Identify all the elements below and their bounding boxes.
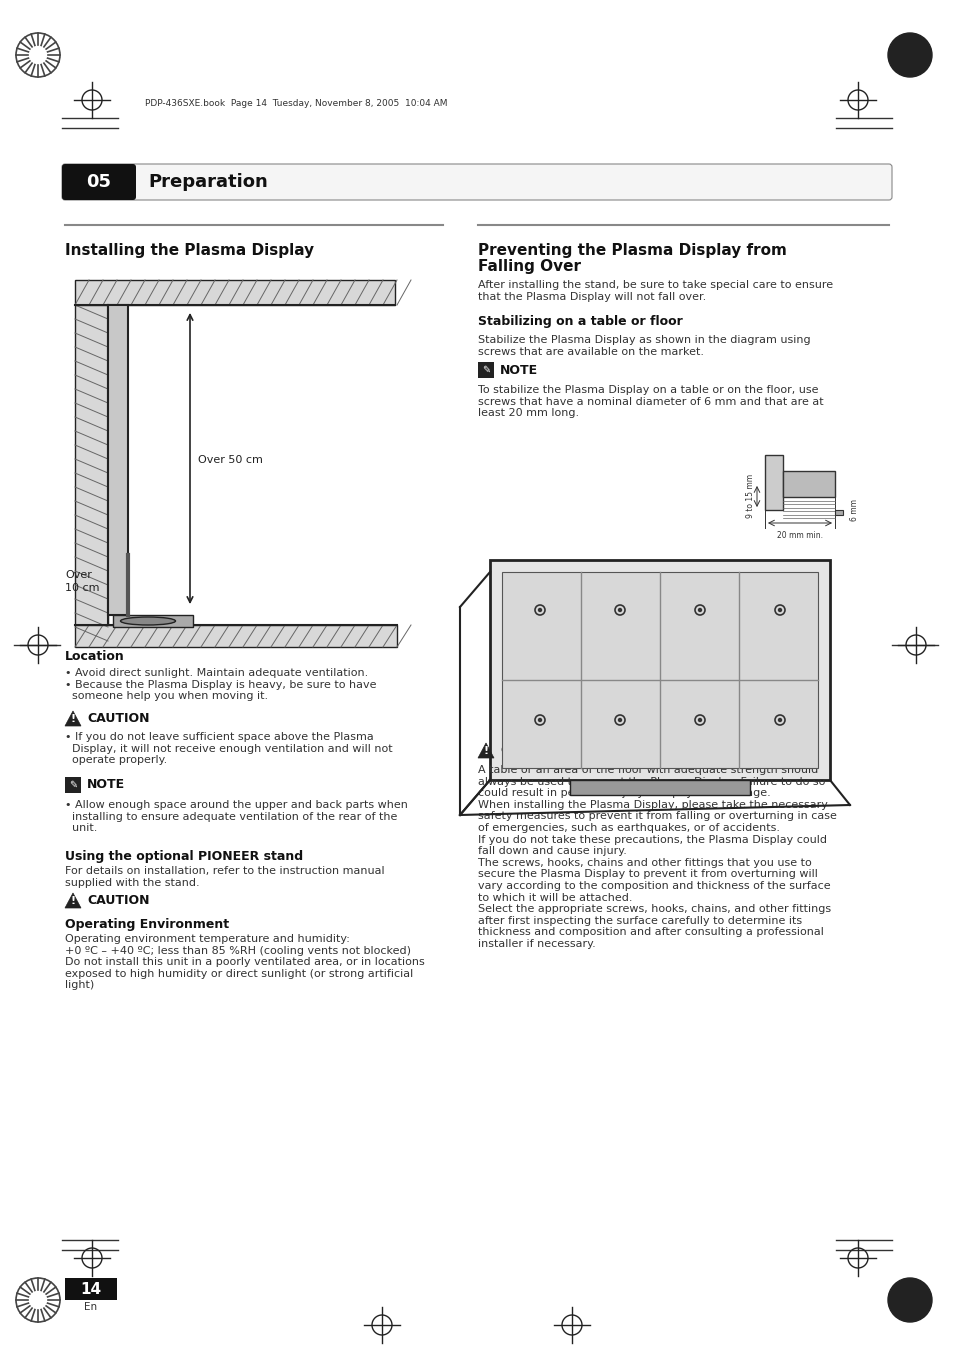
Circle shape xyxy=(887,32,931,77)
Text: Using the optional PIONEER stand: Using the optional PIONEER stand xyxy=(65,850,303,863)
Polygon shape xyxy=(834,509,842,515)
Bar xyxy=(764,455,782,509)
Circle shape xyxy=(887,1278,931,1323)
Text: Falling Over: Falling Over xyxy=(477,259,580,274)
Circle shape xyxy=(618,719,620,721)
Bar xyxy=(569,780,749,794)
Circle shape xyxy=(30,1292,47,1308)
Bar xyxy=(112,615,193,627)
Text: Preparation: Preparation xyxy=(148,173,268,190)
FancyBboxPatch shape xyxy=(62,163,136,200)
Text: Stabilizing on a table or floor: Stabilizing on a table or floor xyxy=(477,315,682,328)
Bar xyxy=(490,561,829,780)
FancyBboxPatch shape xyxy=(62,163,891,200)
Text: Location: Location xyxy=(65,650,125,663)
Text: 9 to 15 mm: 9 to 15 mm xyxy=(745,474,754,517)
Polygon shape xyxy=(65,711,81,725)
Text: ✎: ✎ xyxy=(481,365,490,376)
Text: Stabilize the Plasma Display as shown in the diagram using
screws that are avail: Stabilize the Plasma Display as shown in… xyxy=(477,335,810,357)
Text: PDP-436SXE.book  Page 14  Tuesday, November 8, 2005  10:04 AM: PDP-436SXE.book Page 14 Tuesday, Novembe… xyxy=(145,99,447,108)
Text: • Avoid direct sunlight. Maintain adequate ventilation.
• Because the Plasma Dis: • Avoid direct sunlight. Maintain adequa… xyxy=(65,667,376,701)
Text: CAUTION: CAUTION xyxy=(499,743,562,757)
Text: Operating environment temperature and humidity:
+0 ºC – +40 ºC; less than 85 %RH: Operating environment temperature and hu… xyxy=(65,934,424,990)
Bar xyxy=(108,305,128,615)
Circle shape xyxy=(618,608,620,612)
Bar xyxy=(782,471,834,497)
Circle shape xyxy=(537,608,541,612)
Text: CAUTION: CAUTION xyxy=(87,893,150,907)
Bar xyxy=(65,777,81,793)
Circle shape xyxy=(698,608,700,612)
Text: After installing the stand, be sure to take special care to ensure
that the Plas: After installing the stand, be sure to t… xyxy=(477,280,832,301)
Bar xyxy=(75,280,395,305)
Text: En: En xyxy=(85,1302,97,1312)
Text: To stabilize the Plasma Display on a table or on the floor, use
screws that have: To stabilize the Plasma Display on a tab… xyxy=(477,385,822,419)
Text: CAUTION: CAUTION xyxy=(87,712,150,724)
Circle shape xyxy=(778,608,781,612)
Text: 14: 14 xyxy=(80,1282,101,1297)
Text: Installing the Plasma Display: Installing the Plasma Display xyxy=(65,243,314,258)
Circle shape xyxy=(30,47,47,63)
Text: NOTE: NOTE xyxy=(499,363,537,377)
Text: !: ! xyxy=(71,713,75,724)
Text: Operating Environment: Operating Environment xyxy=(65,917,229,931)
Text: 05: 05 xyxy=(87,173,112,190)
Text: 10 cm: 10 cm xyxy=(65,584,99,593)
Text: !: ! xyxy=(71,896,75,907)
Ellipse shape xyxy=(120,617,175,626)
Bar xyxy=(75,305,108,626)
Text: Over 50 cm: Over 50 cm xyxy=(198,455,263,465)
Circle shape xyxy=(778,719,781,721)
Bar xyxy=(75,626,396,647)
Text: Preventing the Plasma Display from: Preventing the Plasma Display from xyxy=(477,243,786,258)
Text: !: ! xyxy=(483,746,488,757)
Circle shape xyxy=(537,719,541,721)
Text: A table or an area of the floor with adequate strength should
always be used to : A table or an area of the floor with ade… xyxy=(477,765,836,948)
Text: Over: Over xyxy=(65,570,91,580)
Bar xyxy=(65,1278,117,1300)
Polygon shape xyxy=(477,743,494,758)
Circle shape xyxy=(698,719,700,721)
Polygon shape xyxy=(65,893,81,908)
Text: 6 mm: 6 mm xyxy=(849,499,858,521)
Text: NOTE: NOTE xyxy=(87,778,125,792)
Text: ✎: ✎ xyxy=(69,780,77,790)
Text: • Allow enough space around the upper and back parts when
  installing to ensure: • Allow enough space around the upper an… xyxy=(65,800,408,834)
Text: 20 mm min.: 20 mm min. xyxy=(776,531,822,540)
Text: • If you do not leave sufficient space above the Plasma
  Display, it will not r: • If you do not leave sufficient space a… xyxy=(65,732,393,765)
Bar xyxy=(501,571,817,767)
Bar xyxy=(477,362,494,378)
Text: For details on installation, refer to the instruction manual
supplied with the s: For details on installation, refer to th… xyxy=(65,866,384,888)
